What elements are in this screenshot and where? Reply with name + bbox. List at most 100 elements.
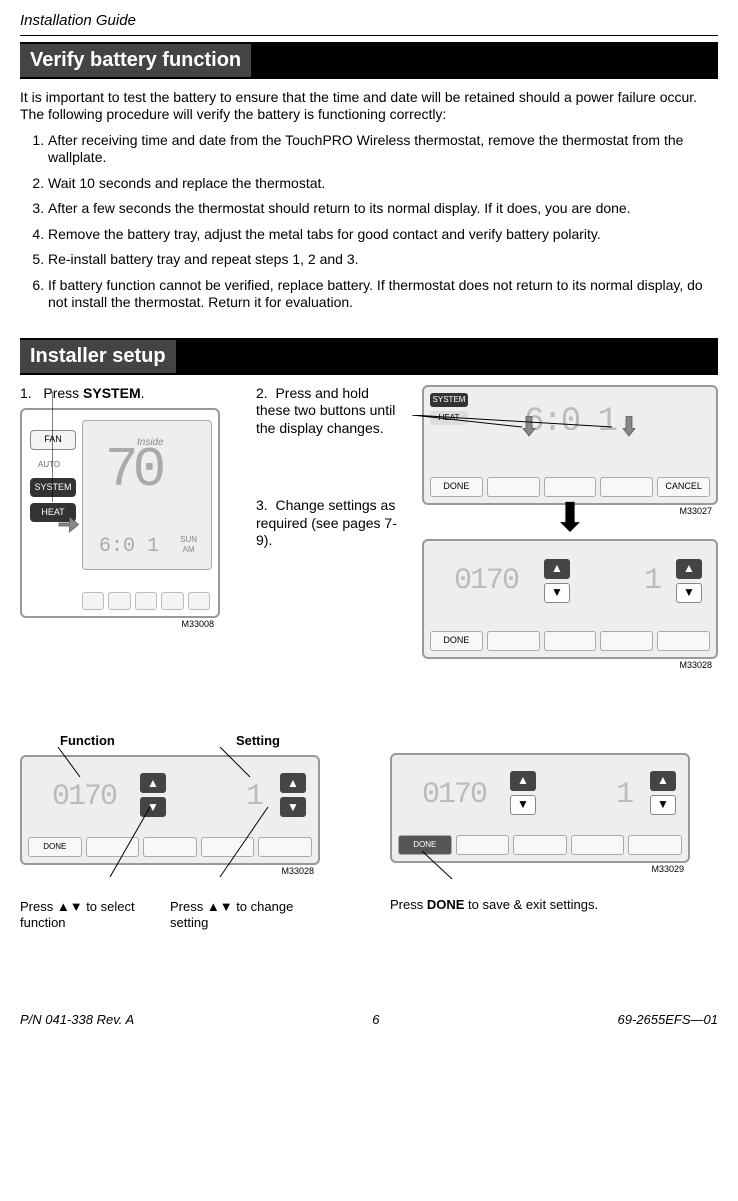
step1-num: 1.	[20, 385, 32, 401]
panel-mid-btns: DONE	[430, 631, 710, 651]
done-button[interactable]: DONE	[430, 631, 483, 651]
down-button[interactable]: ▼	[280, 797, 306, 817]
blank-button[interactable]	[143, 837, 197, 857]
section-installer-bar: Installer setup	[20, 338, 718, 375]
step-5: Re-install battery tray and repeat steps…	[48, 251, 718, 269]
down-button[interactable]: ▼	[676, 583, 702, 603]
footer-right: 69-2655EFS—01	[618, 1012, 718, 1028]
hand-icon	[56, 506, 86, 540]
blank-button[interactable]	[657, 631, 710, 651]
section1-list: After receiving time and date from the T…	[20, 132, 718, 312]
panel-top: SYSTEM HEAT 6:0 1 DONE CANCEL M33027	[422, 385, 718, 505]
arrow-down-icon: ⬇	[553, 493, 587, 543]
system-button[interactable]: SYSTEM	[30, 478, 76, 497]
blank-button[interactable]	[571, 835, 625, 855]
time-value: 6:0 1	[99, 534, 159, 559]
blank-button[interactable]	[456, 835, 510, 855]
right-digit: 1	[616, 777, 632, 815]
up-button[interactable]: ▲	[544, 559, 570, 579]
hand-icon	[614, 407, 644, 441]
step1-label: 1. Press SYSTEM.	[20, 385, 240, 403]
step-4: Remove the battery tray, adjust the meta…	[48, 226, 718, 244]
step-2: Wait 10 seconds and replace the thermost…	[48, 175, 718, 193]
section1-title: Verify battery function	[20, 44, 251, 77]
section2-title: Installer setup	[20, 340, 176, 373]
col-left: 1. Press SYSTEM. FAN AUTO SYSTEM HEAT In…	[20, 385, 240, 693]
mcode: M33027	[679, 506, 712, 517]
down-button[interactable]: ▼	[140, 797, 166, 817]
doc-header: Installation Guide	[20, 12, 718, 31]
arrows-right: ▲ ▼	[280, 773, 306, 817]
slot[interactable]	[82, 592, 104, 610]
system-badge: SYSTEM	[430, 393, 468, 407]
lower-right: 0170 1 ▲ ▼ ▲ ▼ DONE M33029 P	[390, 733, 690, 913]
panelA-btns: DONE	[28, 837, 312, 857]
arrows-left: ▲ ▼	[140, 773, 166, 817]
left-digits: 0170	[422, 777, 486, 815]
setting-label: Setting	[236, 733, 280, 749]
heat-badge: HEAT	[430, 411, 468, 425]
slot[interactable]	[161, 592, 183, 610]
step-6: If battery function cannot be verified, …	[48, 277, 718, 312]
panel-a: 0170 1 ▲ ▼ ▲ ▼ DONE M33028	[20, 755, 320, 865]
thermo-screen: Inside 70 6:0 1 SUN AM	[82, 420, 212, 570]
intro-text: It is important to test the battery to e…	[20, 89, 718, 124]
mcode: M33028	[679, 660, 712, 671]
col-mid: 2. Press and hold these two buttons unti…	[256, 385, 406, 693]
down-button[interactable]: ▼	[544, 583, 570, 603]
cancel-button[interactable]: CANCEL	[657, 477, 710, 497]
blank-button[interactable]	[600, 477, 653, 497]
slot[interactable]	[188, 592, 210, 610]
blank-button[interactable]	[600, 631, 653, 651]
digits-row: 0170 1	[392, 777, 688, 815]
blank-button[interactable]	[487, 477, 540, 497]
footer-left: P/N 041-338 Rev. A	[20, 1012, 134, 1028]
hintB: Press DONE to save & exit settings.	[390, 897, 690, 913]
down-button[interactable]: ▼	[510, 795, 536, 815]
panel-mid: 0170 1 ▲ ▼ ▲ ▼ DONE M33028	[422, 539, 718, 659]
panelB-btns: DONE	[398, 835, 682, 855]
up-button[interactable]: ▲	[510, 771, 536, 791]
blank-button[interactable]	[487, 631, 540, 651]
panel-b: 0170 1 ▲ ▼ ▲ ▼ DONE M33029	[390, 753, 690, 863]
sun-am: SUN AM	[180, 535, 197, 555]
up-button[interactable]: ▲	[676, 559, 702, 579]
done-button[interactable]: DONE	[430, 477, 483, 497]
h2-sym: ▲▼	[207, 899, 233, 914]
arrows-left: ▲ ▼	[510, 771, 536, 815]
done-button[interactable]: DONE	[28, 837, 82, 857]
hintA1: Press ▲▼ to select function	[20, 899, 150, 932]
blank-button[interactable]	[201, 837, 255, 857]
thermostat: FAN AUTO SYSTEM HEAT Inside 70 6:0 1 SUN…	[20, 408, 220, 618]
hb-post: to save & exit settings.	[464, 897, 598, 912]
footer: P/N 041-338 Rev. A 6 69-2655EFS—01	[20, 1012, 718, 1028]
hintA2: Press ▲▼ to change setting	[170, 899, 300, 932]
section-verify-bar: Verify battery function	[20, 42, 718, 79]
footer-page: 6	[372, 1012, 379, 1028]
sun-label: SUN	[180, 535, 197, 545]
slot[interactable]	[135, 592, 157, 610]
blank-button[interactable]	[628, 835, 682, 855]
step2-text: Press and hold these two buttons until t…	[256, 385, 395, 436]
step1-suf: .	[141, 385, 145, 401]
up-button[interactable]: ▲	[650, 771, 676, 791]
fan-button[interactable]: FAN	[30, 430, 76, 449]
down-button[interactable]: ▼	[650, 795, 676, 815]
step3-num: 3.	[256, 497, 268, 513]
mcode: M33028	[281, 866, 314, 877]
blank-button[interactable]	[86, 837, 140, 857]
up-button[interactable]: ▲	[280, 773, 306, 793]
right-digit: 1	[246, 779, 262, 817]
done-button[interactable]: DONE	[398, 835, 452, 855]
section1-intro: It is important to test the battery to e…	[20, 89, 718, 124]
setup-row: 1. Press SYSTEM. FAN AUTO SYSTEM HEAT In…	[20, 385, 718, 693]
up-button[interactable]: ▲	[140, 773, 166, 793]
blank-button[interactable]	[258, 837, 312, 857]
blank-button[interactable]	[544, 631, 597, 651]
slot[interactable]	[108, 592, 130, 610]
step2-num: 2.	[256, 385, 268, 401]
lower-left: Function Setting 0170 1 ▲ ▼ ▲ ▼ DONE	[20, 733, 320, 932]
blank-button[interactable]	[513, 835, 567, 855]
step-1: After receiving time and date from the T…	[48, 132, 718, 167]
step1-bold: SYSTEM	[83, 385, 141, 401]
